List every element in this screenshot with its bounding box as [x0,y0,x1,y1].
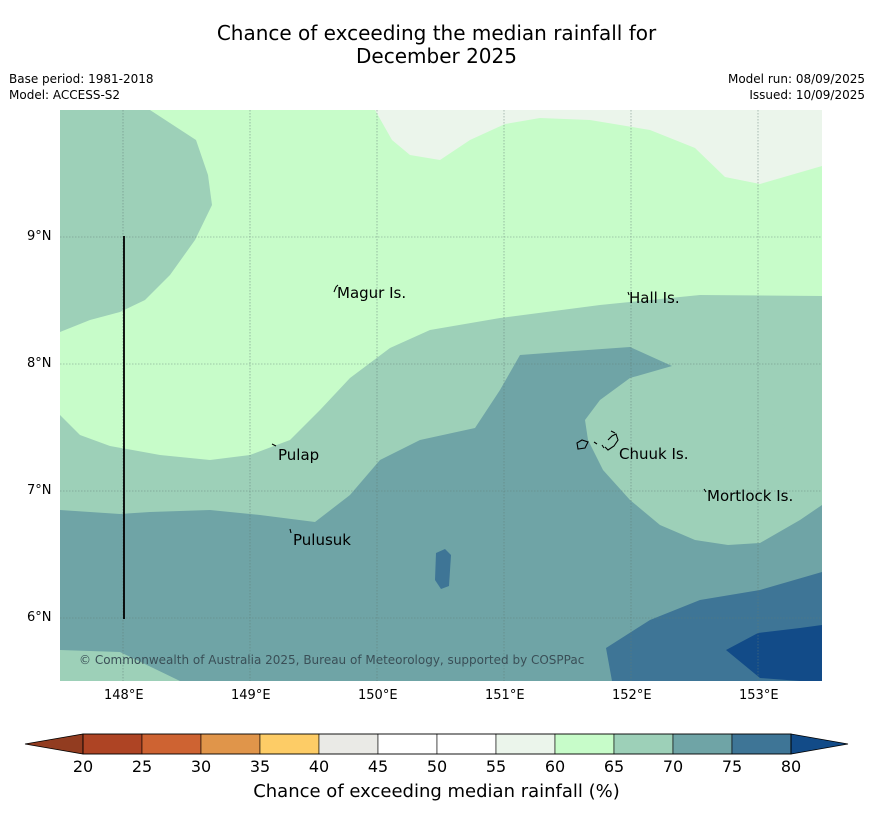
place-mortlock: Mortlock Is. [707,487,794,505]
colorbar-tick-30: 30 [190,757,212,776]
colorbar-segment-50-55 [436,733,497,755]
colorbar-segment-40-45 [318,733,379,755]
base-period: Base period: 1981-2018 [9,72,154,86]
colorbar-tick-25: 25 [131,757,153,776]
colorbar-frame [82,733,792,755]
colorbar-tick-40: 40 [308,757,330,776]
colorbar-segment-25-30 [141,733,202,755]
lon-label-151: 151°E [485,688,525,703]
colorbar-segment-35-40 [259,733,320,755]
lat-label-9n: 9°N [27,229,52,244]
pulap-island [271,443,277,447]
colorbar [24,733,849,755]
place-chuuk: Chuuk Is. [619,445,689,463]
island-outlines [271,284,707,534]
colorbar-over-arrow [790,733,849,755]
model-name: Model: ACCESS-S2 [9,88,121,102]
copyright-notice: © Commonwealth of Australia 2025, Bureau… [79,653,585,667]
colorbar-tick-45: 45 [367,757,389,776]
pulusuk-island [289,528,292,534]
lon-label-152: 152°E [612,688,652,703]
band-65-70-patch [744,421,785,438]
title-line-2: December 2025 [356,44,517,68]
colorbar-title: Chance of exceeding median rainfall (%) [253,781,620,802]
colorbar-under-arrow [24,733,84,755]
issued-date: Issued: 10/09/2025 [749,88,865,102]
lon-label-153: 153°E [739,688,779,703]
lon-label-150: 150°E [358,688,398,703]
hall-island [627,291,630,296]
colorbar-segment-55-60 [495,733,556,755]
colorbar-segment-75-80 [731,733,792,755]
meta-left: Base period: 1981-2018 Model: ACCESS-S2 [9,71,154,103]
lon-label-148: 148°E [104,688,144,703]
colorbar-tick-20: 20 [72,757,94,776]
rainfall-map [60,110,822,681]
colorbar-tick-50: 50 [426,757,448,776]
model-run: Model run: 08/09/2025 [727,72,865,86]
band-75-80-spot [435,549,451,589]
magur-island [333,284,339,293]
place-magur: Magur Is. [337,284,407,302]
colorbar-segment-45-50 [377,733,438,755]
colorbar-tick-75: 75 [721,757,743,776]
colorbar-tick-80: 80 [780,757,802,776]
colorbar-segment-20-25 [82,733,143,755]
colorbar-segment-60-65 [554,733,615,755]
band-80-plus [726,625,822,681]
colorbar-tick-65: 65 [603,757,625,776]
colorbar-segment-65-70 [613,733,674,755]
band-65-70-sw [60,650,180,681]
colorbar-tick-35: 35 [249,757,271,776]
chuuk-lagoon [576,430,619,451]
map-title: Chance of exceeding the median rainfall … [0,22,873,68]
lat-label-7n: 7°N [27,483,52,498]
lat-label-8n: 8°N [27,356,52,371]
place-pulusuk: Pulusuk [293,531,351,549]
colorbar-tick-55: 55 [485,757,507,776]
colorbar-segment-70-75 [672,733,733,755]
place-pulap: Pulap [278,446,320,464]
lat-label-6n: 6°N [27,610,52,625]
meta-right: Model run: 08/09/2025 Issued: 10/09/2025 [728,71,865,103]
place-hall: Hall Is. [629,289,680,307]
lon-label-149: 149°E [231,688,271,703]
colorbar-tick-70: 70 [662,757,684,776]
map-gridlines [60,110,822,681]
title-line-1: Chance of exceeding the median rainfall … [216,21,657,45]
band-60-65 [60,110,822,460]
colorbar-tick-60: 60 [544,757,566,776]
colorbar-segment-30-35 [200,733,261,755]
band-55-60 [375,110,822,184]
mortlock-island [703,488,707,493]
